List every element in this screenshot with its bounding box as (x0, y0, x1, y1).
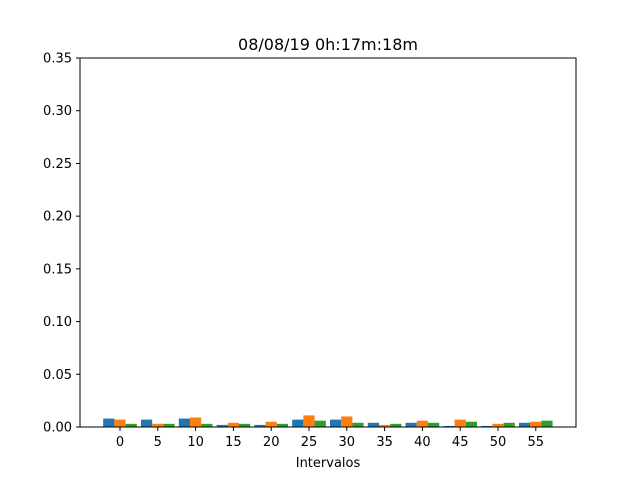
bar-s1-c55 (530, 421, 542, 427)
x-tick-label: 0 (116, 435, 124, 450)
bar-s2-c25 (314, 420, 326, 427)
x-tick-label: 45 (452, 435, 469, 450)
y-tick-label: 0.00 (43, 421, 72, 436)
bar-s1-c35 (379, 424, 391, 427)
bar-s0-c40 (405, 422, 417, 427)
y-tick-label: 0.20 (43, 210, 72, 225)
bar-s0-c45 (443, 425, 455, 427)
bar-s2-c5 (163, 423, 175, 427)
y-tick-label: 0.35 (43, 52, 72, 67)
bar-s2-c55 (541, 420, 553, 427)
x-axis-label: Intervalos (296, 456, 361, 471)
bar-s2-c15 (239, 423, 251, 427)
bar-s2-c35 (390, 423, 402, 427)
bar-s2-c45 (465, 421, 477, 427)
bar-s0-c25 (292, 419, 304, 427)
y-tick-label: 0.30 (43, 104, 72, 119)
bar-s2-c50 (503, 422, 515, 427)
bar-s1-c10 (190, 417, 202, 427)
bar-s0-c50 (481, 425, 493, 427)
y-tick-label: 0.15 (43, 262, 72, 277)
bar-s1-c40 (416, 420, 428, 427)
x-axis: 0 5 10 15 20 25 30 35 40 45 50 55 (116, 427, 544, 450)
bar-s2-c40 (428, 422, 440, 427)
y-tick-label: 0.05 (43, 368, 72, 383)
plot-frame (79, 57, 577, 428)
x-tick-label: 20 (263, 435, 280, 450)
y-tick-label: 0.25 (43, 157, 72, 172)
bar-s1-c0 (114, 419, 126, 427)
bar-s0-c5 (141, 419, 153, 427)
x-tick-label: 25 (301, 435, 318, 450)
bar-s0-c35 (367, 422, 379, 427)
x-tick-label: 15 (225, 435, 242, 450)
bar-s0-c55 (519, 422, 531, 427)
bar-s1-c5 (152, 423, 164, 427)
bar-s0-c15 (216, 424, 228, 427)
bar-group (103, 415, 553, 427)
y-tick-label: 0.10 (43, 315, 72, 330)
bar-s1-c15 (227, 422, 239, 427)
x-tick-label: 40 (414, 435, 431, 450)
x-tick-label: 50 (490, 435, 507, 450)
x-tick-label: 55 (528, 435, 545, 450)
x-tick-label: 30 (339, 435, 356, 450)
bar-s1-c45 (454, 419, 466, 427)
chart-title: 08/08/19 0h:17m:18m (238, 35, 418, 54)
bar-s0-c30 (330, 419, 342, 427)
bar-s1-c50 (492, 423, 504, 427)
x-tick-label: 10 (187, 435, 204, 450)
bar-s2-c0 (125, 423, 137, 427)
bar-s1-c30 (341, 416, 353, 427)
bar-s0-c10 (178, 418, 190, 427)
bar-s1-c25 (303, 415, 315, 427)
bar-s0-c0 (103, 418, 115, 427)
x-tick-label: 5 (154, 435, 162, 450)
y-axis: 0.00 0.05 0.10 0.15 0.20 0.25 0.30 0.35 (43, 52, 80, 436)
bar-s0-c20 (254, 424, 266, 427)
bar-s2-c30 (352, 422, 364, 427)
bar-s2-c20 (276, 423, 288, 427)
x-tick-label: 35 (376, 435, 393, 450)
bar-s2-c10 (201, 423, 213, 427)
bar-s1-c20 (265, 421, 277, 427)
